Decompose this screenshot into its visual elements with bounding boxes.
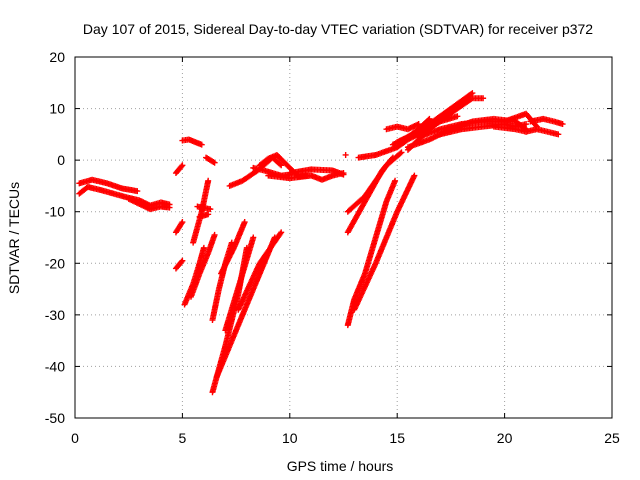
series-trace-19 bbox=[218, 219, 248, 277]
data-point-marker bbox=[523, 121, 530, 128]
x-tick-label: 25 bbox=[604, 430, 620, 446]
data-point-marker bbox=[277, 230, 284, 237]
y-tick-label: -10 bbox=[45, 204, 65, 220]
data-point-marker bbox=[211, 159, 218, 166]
series-trace-12 bbox=[203, 154, 218, 166]
data-point-marker bbox=[469, 90, 476, 97]
y-axis-label: SDTVAR / TECUs bbox=[6, 182, 22, 294]
data-point-marker bbox=[277, 161, 284, 168]
data-point-marker bbox=[178, 163, 185, 170]
series-trace-28 bbox=[344, 149, 405, 215]
series-trace-10 bbox=[194, 203, 214, 213]
x-axis-label: GPS time / hours bbox=[287, 458, 394, 474]
y-tick-label: 0 bbox=[57, 152, 65, 168]
y-tick-label: -50 bbox=[45, 410, 65, 426]
chart-title: Day 107 of 2015, Sidereal Day-to-day VTE… bbox=[83, 21, 593, 37]
data-point-marker bbox=[555, 131, 562, 138]
series-trace-23 bbox=[265, 170, 347, 183]
data-point-marker bbox=[523, 128, 530, 135]
series-trace-17 bbox=[222, 234, 257, 334]
data-point-marker bbox=[205, 177, 212, 184]
series-trace-8 bbox=[181, 244, 207, 308]
x-tick-labels: 0 5 10 15 20 25 bbox=[71, 430, 620, 446]
series-trace-5 bbox=[179, 136, 205, 148]
x-tick-label: 15 bbox=[389, 430, 405, 446]
data-point-marker bbox=[278, 162, 285, 169]
data-point-marker bbox=[207, 206, 214, 213]
grid-lines bbox=[75, 57, 612, 418]
series-trace-29 bbox=[342, 151, 349, 158]
series-trace-40 bbox=[490, 123, 530, 135]
data-point-marker bbox=[426, 115, 433, 122]
data-point-marker bbox=[210, 158, 217, 165]
axis-ticks bbox=[74, 56, 613, 419]
y-tick-label: -20 bbox=[45, 255, 65, 271]
y-tick-label: 20 bbox=[49, 49, 65, 65]
series-trace-3 bbox=[125, 195, 173, 213]
data-point-marker bbox=[425, 116, 432, 123]
series-trace-18 bbox=[235, 229, 285, 313]
data-point-marker bbox=[241, 219, 248, 226]
x-tick-label: 5 bbox=[179, 430, 187, 446]
data-point-marker bbox=[342, 151, 349, 158]
data-point-marker bbox=[178, 258, 185, 265]
x-tick-label: 0 bbox=[71, 430, 79, 446]
data-point-marker bbox=[397, 150, 404, 157]
data-point-marker bbox=[178, 220, 185, 227]
data-point-marker bbox=[454, 113, 461, 120]
data-point-marker bbox=[415, 121, 422, 128]
data-point-marker bbox=[340, 171, 347, 178]
data-point-marker bbox=[278, 229, 285, 236]
series-trace-26 bbox=[351, 172, 418, 313]
series-trace-39 bbox=[527, 115, 566, 128]
data-point-marker bbox=[198, 141, 205, 148]
data-point-marker bbox=[480, 95, 487, 102]
plot-frame bbox=[74, 56, 613, 419]
series-trace-37 bbox=[437, 121, 530, 138]
series-trace-33 bbox=[389, 115, 433, 148]
data-point-marker bbox=[468, 90, 475, 97]
data-point-marker bbox=[134, 188, 141, 195]
data-point-marker bbox=[205, 211, 212, 218]
series-trace-11 bbox=[196, 211, 212, 220]
x-tick-label: 20 bbox=[497, 430, 513, 446]
data-point-marker bbox=[250, 234, 257, 241]
y-tick-label: 10 bbox=[49, 101, 65, 117]
data-point-marker bbox=[179, 219, 186, 226]
series-trace-1 bbox=[76, 176, 141, 195]
data-point-marker bbox=[392, 177, 399, 184]
data-point-marker bbox=[398, 149, 405, 156]
data-point-marker bbox=[411, 172, 418, 179]
y-tick-labels: -50 -40 -30 -20 -10 0 10 20 bbox=[45, 49, 65, 426]
series-trace-24 bbox=[286, 166, 347, 178]
data-series bbox=[76, 90, 566, 396]
series-trace-13 bbox=[187, 231, 218, 300]
series-trace-6 bbox=[172, 219, 186, 236]
y-tick-label: -30 bbox=[45, 307, 65, 323]
series-trace-7 bbox=[172, 257, 186, 272]
y-tick-label: -40 bbox=[45, 358, 65, 374]
data-point-marker bbox=[166, 204, 173, 211]
data-point-marker bbox=[468, 96, 475, 103]
data-point-marker bbox=[211, 231, 218, 238]
data-point-marker bbox=[200, 244, 207, 251]
series-trace-34 bbox=[383, 121, 422, 133]
series-trace-4 bbox=[172, 162, 186, 177]
x-tick-label: 10 bbox=[282, 430, 298, 446]
data-point-marker bbox=[559, 121, 566, 128]
data-point-marker bbox=[179, 162, 186, 169]
data-point-marker bbox=[179, 257, 186, 264]
series-trace-25 bbox=[344, 177, 399, 329]
